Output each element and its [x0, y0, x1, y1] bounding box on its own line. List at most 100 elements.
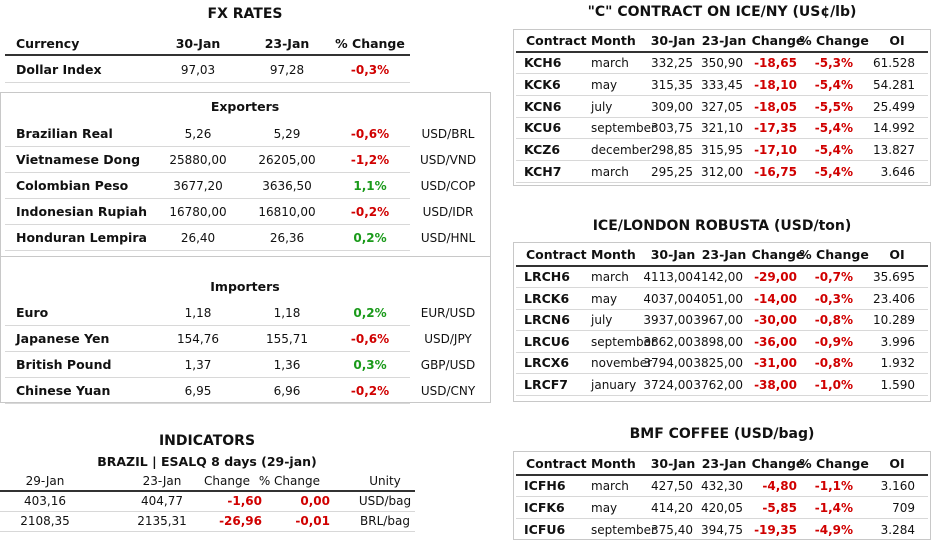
column-header: Month [591, 32, 636, 48]
column-header: OI [889, 455, 905, 471]
header-rule [516, 265, 928, 267]
contract: ICFH6 [524, 477, 566, 493]
cell: 333,45 [701, 77, 743, 92]
row-rule [516, 116, 928, 118]
column-header: 23-Jan [701, 455, 747, 471]
cell: USD/IDR [422, 205, 474, 219]
fx-title: FX RATES [207, 6, 283, 22]
cell: -38,00 [754, 378, 797, 392]
cell: -17,35 [754, 121, 797, 136]
column-header: Unity [369, 474, 401, 488]
cell: 3937,00 [643, 313, 693, 328]
cell: -30,00 [754, 313, 797, 328]
header-rule [516, 474, 928, 476]
column-header: Contract [526, 246, 587, 262]
row-label: Honduran Lempira [16, 229, 147, 245]
cell: GBP/USD [420, 358, 476, 372]
cell: -0,2% [350, 384, 390, 398]
cell: march [591, 165, 629, 179]
cell: 16810,00 [258, 205, 316, 219]
cell: -0,6% [350, 332, 390, 346]
column-header: Month [591, 246, 636, 262]
cell: 709 [892, 501, 915, 515]
cell: 1,18 [273, 306, 301, 320]
cell: may [591, 77, 618, 92]
cell: -5,4% [814, 165, 853, 179]
indicators-title: INDICATORS [158, 433, 256, 449]
column-header: OI [889, 32, 905, 48]
cell: 0,3% [353, 358, 387, 372]
cell: -5,4% [814, 77, 853, 92]
cell: march [591, 479, 629, 493]
cell: -5,4% [814, 143, 853, 158]
cell: -16,75 [754, 165, 797, 179]
cell: march [591, 56, 629, 70]
cell: EUR/USD [420, 306, 476, 320]
cell: USD/COP [420, 179, 476, 193]
section-title: Importers [210, 278, 280, 294]
cell: 312,00 [701, 165, 743, 179]
cell: 6,95 [184, 384, 212, 398]
cell: 26205,00 [258, 153, 316, 167]
cell: 303,75 [651, 121, 693, 136]
table-title: BMF COFFEE (USD/bag) [629, 426, 815, 442]
cell: 2108,35 [20, 514, 70, 528]
contract: LRCX6 [524, 355, 570, 371]
section-title: Exporters [210, 98, 280, 114]
row-rule [516, 308, 928, 310]
cell: 4051,00 [693, 291, 743, 306]
row-rule [5, 172, 410, 173]
cell: july [591, 313, 613, 328]
cell: 3677,20 [173, 179, 223, 193]
column-header: 30-Jan [650, 246, 696, 262]
column-header: 30-Jan [175, 35, 221, 51]
cell: USD/VND [419, 153, 477, 167]
cell: 3794,00 [643, 356, 693, 371]
row-label: Brazilian Real [16, 125, 113, 141]
column-header: OI [889, 246, 905, 262]
column-header: % Change [799, 32, 869, 48]
column-header: Month [591, 455, 636, 471]
contract: LRCK6 [524, 290, 570, 306]
cell: 54.281 [873, 77, 915, 92]
column-header: Contract [526, 32, 587, 48]
cell: january [591, 378, 637, 392]
cell: -5,5% [814, 99, 853, 114]
cell: 25880,00 [169, 153, 227, 167]
cell: -0,01 [295, 514, 330, 528]
row-rule [516, 94, 928, 96]
row-rule [0, 531, 415, 532]
row-rule [516, 287, 928, 288]
contract: LRCU6 [524, 333, 570, 349]
contract: KCZ6 [524, 141, 561, 157]
column-header: % Change [335, 35, 405, 51]
contract: KCN6 [524, 98, 562, 114]
cell: 3.160 [880, 479, 915, 493]
cell: 420,05 [701, 501, 743, 515]
row-rule [5, 377, 410, 378]
column-header: Change [751, 32, 805, 48]
cell: 3.646 [880, 165, 915, 179]
header-rule [5, 54, 410, 56]
contract: LRCF7 [524, 376, 569, 392]
header-rule [0, 490, 415, 492]
contract: KCH6 [524, 54, 562, 70]
cell: USD/CNY [420, 384, 476, 398]
contract: KCH7 [524, 163, 562, 179]
cell: 1,36 [273, 358, 301, 372]
column-header: 23-Jan [701, 32, 747, 48]
row-rule [516, 395, 928, 396]
row-label: Chinese Yuan [16, 382, 111, 398]
cell: -17,10 [754, 143, 797, 158]
cell: 315,95 [701, 143, 743, 158]
row-rule [5, 224, 410, 225]
table-title: "C" CONTRACT ON ICE/NY (US¢/lb) [587, 4, 857, 20]
header-rule [516, 51, 928, 53]
row-rule [516, 73, 928, 74]
row-label: British Pound [16, 356, 112, 372]
cell: 13.827 [873, 143, 915, 158]
row-label: Colombian Peso [16, 177, 129, 193]
cell: -1,4% [814, 501, 853, 515]
contract: ICFU6 [524, 521, 566, 537]
row-rule [516, 138, 928, 140]
